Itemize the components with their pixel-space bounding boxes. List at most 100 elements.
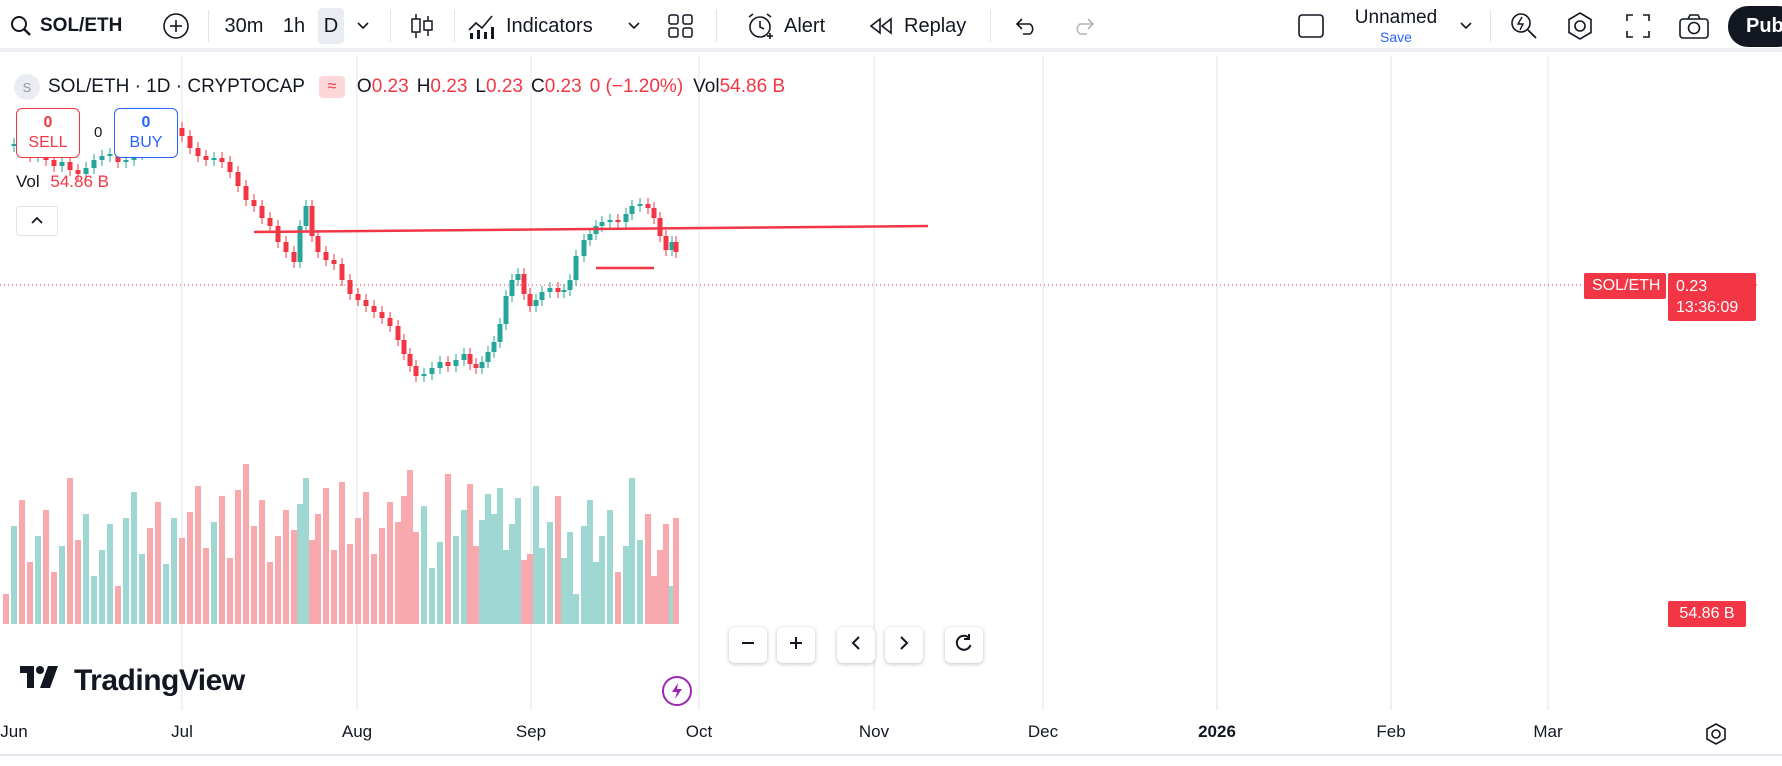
volume-bar	[453, 536, 459, 624]
volume-legend-value: 54.86 B	[50, 172, 109, 191]
top-toolbar: SOL/ETH 30m 1h D Indicators Alert	[0, 0, 1782, 52]
replay-button[interactable]: Replay	[868, 8, 980, 44]
snapshot-button[interactable]	[1674, 8, 1714, 44]
volume-bar	[251, 526, 257, 624]
interval-1h-button[interactable]: 1h	[276, 8, 312, 44]
fullscreen-button[interactable]	[1620, 8, 1656, 44]
candle-body	[453, 360, 459, 366]
volume-bar	[527, 554, 533, 624]
indicators-label: Indicators	[506, 14, 593, 37]
volume-bar	[147, 528, 153, 624]
candle-body	[599, 222, 605, 226]
candle-body	[309, 206, 315, 236]
volume-bar	[561, 558, 567, 624]
sell-button[interactable]: 0 SELL	[16, 108, 80, 158]
volume-bar	[567, 532, 573, 624]
toolbar-divider	[1490, 10, 1491, 42]
volume-tag-value: 54.86 B	[1679, 605, 1735, 622]
tradingview-logo[interactable]: TradingView	[18, 664, 245, 698]
candle-body	[567, 280, 573, 290]
candle-body	[527, 294, 533, 306]
layouts-button[interactable]	[662, 8, 700, 44]
axis-settings-button[interactable]	[1704, 722, 1728, 751]
candle-body	[467, 354, 473, 364]
candle-body	[521, 274, 527, 294]
undo-icon	[1013, 16, 1039, 36]
change-value: 0 (−1.20%)	[589, 76, 684, 97]
volume-bars	[3, 464, 679, 624]
candle-body	[195, 148, 201, 156]
volume-bar	[155, 502, 161, 624]
alert-button[interactable]: Alert	[746, 8, 842, 44]
candle-body	[387, 318, 393, 326]
candle-body	[99, 156, 105, 160]
collapse-legend-button[interactable]	[16, 206, 58, 236]
chart-type-button[interactable]	[404, 8, 440, 44]
volume-bar	[445, 474, 451, 624]
scroll-right-button[interactable]	[885, 627, 923, 663]
x-axis-label: Jun	[0, 722, 28, 741]
candle-body	[515, 274, 521, 280]
price-chart[interactable]	[0, 56, 1782, 710]
candle-body	[297, 226, 303, 262]
candle-body	[339, 264, 345, 280]
volume-bar	[437, 542, 443, 624]
square-icon	[1297, 12, 1325, 40]
volume-bar	[347, 544, 353, 624]
symbol-label: SOL/ETH	[40, 15, 123, 36]
lightning-icon[interactable]	[662, 676, 692, 706]
series-legend: S SOL/ETH · 1D · CRYPTOCAP ≈ O 0.23 H 0.23…	[14, 72, 785, 102]
indicators-button[interactable]: Indicators	[466, 8, 616, 44]
chevron-down-icon	[356, 21, 370, 31]
scroll-left-button[interactable]	[837, 627, 875, 663]
candle-body	[673, 242, 679, 252]
undo-button[interactable]	[1008, 8, 1044, 44]
redo-button[interactable]	[1066, 8, 1102, 44]
settings-button[interactable]	[1562, 8, 1598, 44]
plus-circle-icon	[162, 12, 190, 40]
layout-checkbox-button[interactable]	[1294, 8, 1328, 44]
volume-bar	[259, 500, 265, 624]
volume-bar	[509, 524, 515, 624]
indicators-dropdown-button[interactable]	[622, 8, 646, 44]
bar-countdown: 13:36:09	[1676, 299, 1739, 316]
volume-bar	[651, 576, 657, 624]
last-price-value: 0.23	[1676, 278, 1708, 295]
volume-bar	[637, 540, 643, 624]
volume-bar	[195, 486, 201, 624]
chevron-up-icon	[30, 212, 44, 230]
volume-bar	[187, 512, 193, 624]
reset-chart-button[interactable]	[945, 627, 983, 663]
interval-30m-button[interactable]: 30m	[220, 8, 268, 44]
volume-bar	[355, 518, 361, 624]
candle-body	[267, 218, 273, 226]
buy-button[interactable]: 0 BUY	[114, 108, 178, 158]
layout-name-button[interactable]: Unnamed Save	[1340, 4, 1452, 48]
interval-d-button[interactable]: D	[318, 8, 344, 44]
volume-bar	[139, 554, 145, 624]
volume-bar	[573, 594, 579, 624]
compare-symbol-button[interactable]	[158, 8, 194, 44]
candle-body	[67, 162, 73, 170]
volume-bar	[27, 562, 33, 624]
volume-bar	[243, 464, 249, 624]
candle-body	[663, 236, 669, 250]
legend-title[interactable]: SOL/ETH · 1D · CRYPTOCAP	[48, 76, 305, 97]
quick-search-button[interactable]	[1506, 8, 1542, 44]
layout-name: Unnamed	[1354, 7, 1438, 28]
candle-body	[331, 260, 337, 264]
layout-dropdown-button[interactable]	[1454, 8, 1478, 44]
publish-button[interactable]: Pub	[1728, 6, 1782, 47]
brand-name: TradingView	[74, 664, 245, 697]
toolbar-divider	[390, 10, 391, 42]
candle-body	[323, 252, 329, 260]
volume-bar	[533, 486, 539, 624]
candle-body	[259, 206, 265, 218]
zoom-in-button[interactable]	[777, 627, 815, 663]
candle-body	[395, 326, 401, 340]
interval-dropdown-button[interactable]	[350, 8, 376, 44]
symbol-search-button[interactable]: SOL/ETH	[10, 8, 150, 44]
candle-body	[669, 242, 675, 250]
volume-bar	[371, 554, 377, 624]
zoom-out-button[interactable]	[729, 627, 767, 663]
